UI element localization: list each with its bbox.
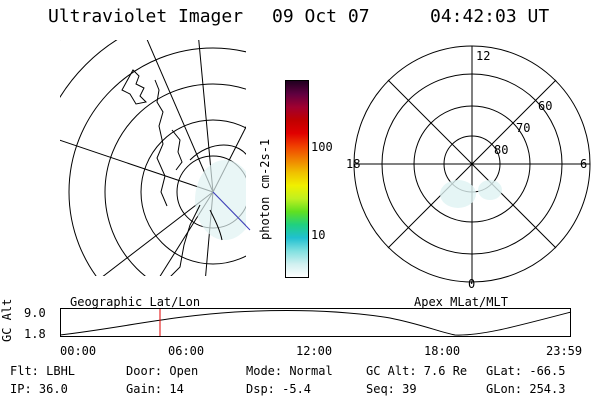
date-label: 09 Oct 07 [272,6,370,27]
alt-ylabel: GC Alt [0,298,14,342]
mlat-label-60: 60 [538,99,552,113]
colorbar-tick-10: 10 [311,228,326,242]
alt-xtick-0600: 06:00 [168,344,205,358]
polar-panel-label: Apex MLat/MLT [414,295,508,309]
mlat-label-80: 80 [494,143,508,157]
info-ip: IP: 36.0 [10,382,68,396]
time-label: 04:42:03 UT [430,6,550,27]
colorbar-tick-100: 100 [311,140,333,154]
polar-mlt-panel: 12 18 6 0 60 70 80 [346,45,591,291]
info-gain: Gain: 14 [126,382,184,396]
alt-ytick-9: 9.0 [24,306,46,320]
info-seq: Seq: 39 [366,382,417,396]
alt-xtick-1800: 18:00 [424,344,461,358]
alt-xtick-1200: 12:00 [296,344,333,358]
info-glon: GLon: 254.3 [486,382,566,396]
instrument-title: Ultraviolet Imager [48,6,244,27]
mlt-label-0: 0 [468,277,475,291]
alt-ytick-1-8: 1.8 [24,327,46,341]
altitude-plot [60,308,572,337]
alt-xtick-0000: 00:00 [60,344,97,358]
info-gc-alt: GC Alt: 7.6 Re [366,364,468,378]
info-dsp: Dsp: -5.4 [246,382,312,396]
alt-xtick-2359: 23:59 [546,344,583,358]
mlt-label-12: 12 [476,49,490,63]
mlt-label-18: 18 [346,157,360,171]
mlat-label-70: 70 [516,121,530,135]
geographic-map-panel [60,40,251,276]
mlt-label-6: 6 [580,157,587,171]
info-filter: Flt: LBHL [10,364,76,378]
colorbar [285,80,309,278]
info-mode: Mode: Normal [246,364,333,378]
info-door: Door: Open [126,364,199,378]
colorbar-unit-label: photon cm-2s-1 [258,138,272,240]
geo-panel-label: Geographic Lat/Lon [70,295,201,309]
info-glat: GLat: -66.5 [486,364,566,378]
